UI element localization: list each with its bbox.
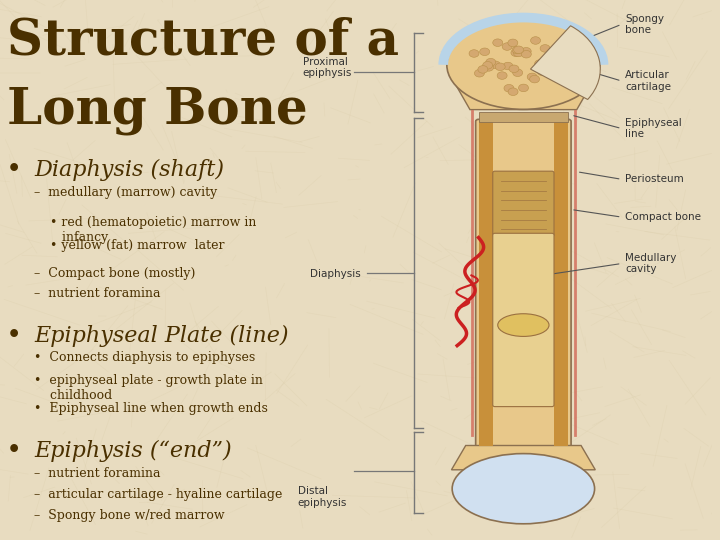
FancyBboxPatch shape — [492, 171, 554, 237]
Text: Compact bone: Compact bone — [625, 212, 701, 222]
Circle shape — [513, 69, 523, 77]
Text: Structure of a: Structure of a — [7, 16, 399, 65]
Circle shape — [512, 46, 522, 54]
Text: •: • — [7, 440, 22, 460]
Circle shape — [530, 75, 539, 83]
FancyBboxPatch shape — [476, 119, 571, 448]
Text: Long Bone: Long Bone — [7, 86, 308, 136]
Text: –  articular cartilage - hyaline cartilage: – articular cartilage - hyaline cartilag… — [34, 488, 282, 501]
Circle shape — [513, 49, 523, 57]
Circle shape — [540, 45, 550, 52]
Circle shape — [509, 65, 519, 72]
Circle shape — [497, 72, 507, 79]
Text: Spongy
bone: Spongy bone — [625, 14, 665, 35]
Circle shape — [554, 60, 564, 68]
Text: Distal
epiphysis: Distal epiphysis — [297, 486, 347, 508]
Text: Proximal
epiphysis: Proximal epiphysis — [302, 57, 352, 78]
Text: •  Epiphyseal line when growth ends: • Epiphyseal line when growth ends — [34, 402, 268, 415]
Bar — [554, 122, 568, 446]
Circle shape — [521, 50, 531, 58]
Text: •  epiphyseal plate - growth plate in
    childhood: • epiphyseal plate - growth plate in chi… — [34, 374, 263, 402]
Text: Medullary
cavity: Medullary cavity — [625, 253, 677, 274]
Text: Diaphysis (shaft): Diaphysis (shaft) — [34, 159, 224, 181]
Text: –  Spongy bone w/red marrow: – Spongy bone w/red marrow — [34, 509, 225, 522]
Circle shape — [502, 43, 512, 50]
Text: Epiphysis (“end”): Epiphysis (“end”) — [34, 440, 232, 462]
Bar — [479, 122, 492, 446]
Circle shape — [539, 63, 549, 70]
Text: Epiphyseal
line: Epiphyseal line — [625, 118, 682, 139]
Circle shape — [551, 71, 561, 79]
Text: • red (hematopoietic) marrow in
       infancy: • red (hematopoietic) marrow in infancy — [34, 216, 256, 244]
Ellipse shape — [447, 20, 600, 109]
Circle shape — [518, 84, 528, 92]
Circle shape — [490, 61, 500, 69]
Circle shape — [503, 62, 513, 70]
Ellipse shape — [452, 454, 595, 524]
Text: • yellow (fat) marrow  later: • yellow (fat) marrow later — [34, 239, 225, 252]
Circle shape — [482, 62, 492, 69]
Circle shape — [486, 58, 495, 66]
Circle shape — [527, 73, 537, 80]
Text: •  Connects diaphysis to epiphyses: • Connects diaphysis to epiphyses — [34, 351, 256, 364]
Text: –  nutrient foramina: – nutrient foramina — [34, 287, 161, 300]
Text: Epiphyseal Plate (line): Epiphyseal Plate (line) — [34, 325, 289, 347]
FancyBboxPatch shape — [492, 233, 554, 407]
Circle shape — [548, 62, 557, 69]
Ellipse shape — [498, 314, 549, 336]
Circle shape — [478, 66, 488, 73]
Bar — [479, 112, 568, 122]
Polygon shape — [456, 85, 591, 110]
Circle shape — [513, 46, 523, 53]
Text: –  medullary (marrow) cavity: – medullary (marrow) cavity — [34, 186, 217, 199]
Circle shape — [469, 50, 479, 57]
Text: –  nutrient foramina: – nutrient foramina — [34, 467, 161, 480]
Text: Articular
cartilage: Articular cartilage — [625, 70, 671, 92]
Polygon shape — [451, 446, 595, 470]
Text: Periosteum: Periosteum — [625, 174, 684, 184]
Wedge shape — [531, 26, 600, 99]
Text: •: • — [7, 159, 22, 179]
Text: •: • — [7, 325, 22, 345]
Circle shape — [511, 49, 521, 57]
Circle shape — [531, 37, 541, 44]
Circle shape — [474, 70, 485, 77]
Circle shape — [535, 60, 544, 68]
Circle shape — [480, 48, 490, 56]
Circle shape — [561, 63, 570, 70]
Circle shape — [495, 63, 505, 71]
Circle shape — [508, 39, 518, 46]
Text: –  Compact bone (mostly): – Compact bone (mostly) — [34, 267, 196, 280]
Text: Diaphysis: Diaphysis — [310, 269, 361, 279]
Circle shape — [565, 52, 575, 59]
Circle shape — [492, 39, 503, 46]
Circle shape — [537, 68, 547, 76]
Circle shape — [508, 88, 518, 96]
Circle shape — [504, 84, 514, 92]
Circle shape — [484, 64, 494, 71]
Circle shape — [521, 48, 531, 55]
